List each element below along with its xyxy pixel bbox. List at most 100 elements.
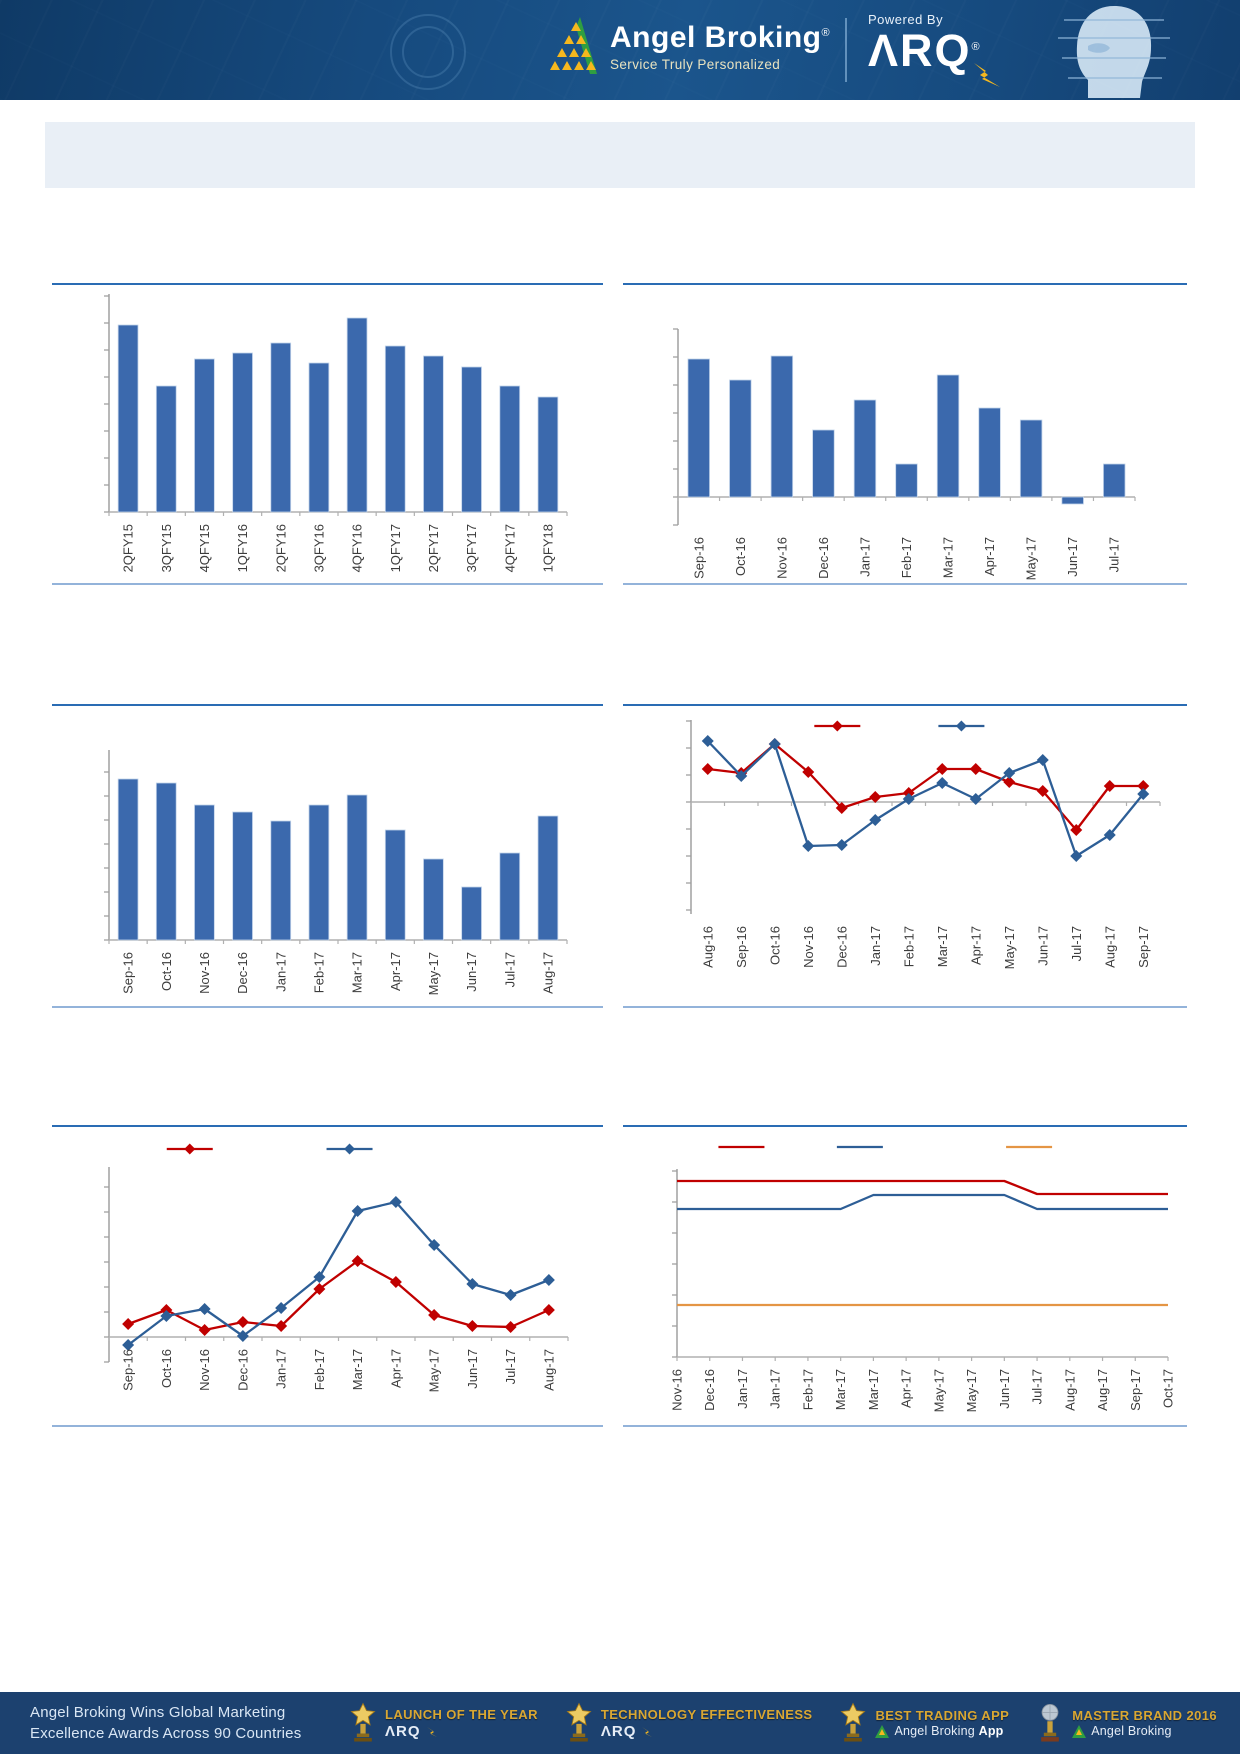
x-axis-label: Jan-17 xyxy=(735,1369,750,1409)
x-axis-label: Aug-17 xyxy=(1062,1369,1077,1411)
x-axis-label: Dec-16 xyxy=(235,952,250,994)
bar xyxy=(499,385,521,513)
bar xyxy=(232,352,253,513)
x-axis-label: 1QFY16 xyxy=(235,524,250,572)
bar xyxy=(270,342,292,513)
blue-series-marker xyxy=(428,1239,441,1251)
award-item: TECHNOLOGY EFFECTIVENESS ΛRQ xyxy=(564,1700,813,1746)
arq-arrow-icon xyxy=(642,1726,653,1737)
x-axis-label: Jun-17 xyxy=(997,1369,1012,1409)
brand-tagline: Service Truly Personalized xyxy=(610,56,781,72)
chart-canvas: Sep-16 Oct-16 Nov-16 Dec-16 Jan-17 Feb-17 Mar-… xyxy=(104,1143,569,1392)
red-series-marker xyxy=(313,1283,326,1295)
x-axis-label: Dec-16 xyxy=(702,1369,717,1411)
x-axis-label: 1QFY17 xyxy=(388,524,403,572)
bar xyxy=(423,858,444,941)
blue-series-marker xyxy=(735,770,748,782)
x-axis-label: 1QFY18 xyxy=(540,524,555,572)
red-series-marker xyxy=(428,1309,441,1321)
red-series-marker xyxy=(275,1320,288,1332)
x-axis-label: 3QFY15 xyxy=(159,524,174,572)
chart-canvas: Sep-16 Oct-16 Nov-16 Dec-16 Jan-17 Feb-17 Mar-… xyxy=(673,328,1136,580)
bar xyxy=(194,358,215,513)
x-axis-label: Apr-17 xyxy=(388,1349,403,1388)
bar xyxy=(687,358,710,498)
chart-canvas: Sep-16 Oct-16 Nov-16 Dec-16 Jan-17 Feb-17 Mar-… xyxy=(104,750,568,995)
bar xyxy=(537,815,559,941)
trophy-icon xyxy=(840,1702,866,1742)
awards-strip: LAUNCH OF THE YEAR ΛRQ TECHNOLOGY EFFECT… xyxy=(348,1700,1217,1746)
bar xyxy=(1061,496,1084,505)
blue-series-marker xyxy=(969,793,982,805)
x-axis-label: 3QFY17 xyxy=(464,524,479,572)
x-axis-label: Apr-17 xyxy=(982,537,997,576)
bar xyxy=(770,355,794,498)
x-axis-label: Feb-17 xyxy=(899,537,914,578)
x-axis-label: Oct-16 xyxy=(159,952,174,991)
bar xyxy=(117,324,139,513)
x-axis-label: Jun-17 xyxy=(1065,537,1080,577)
red-series-marker xyxy=(936,763,949,775)
angel-broking-logo-icon xyxy=(550,17,597,74)
blue-series-marker xyxy=(389,1196,402,1208)
awards-footer: Angel Broking Wins Global Marketing Exce… xyxy=(0,1692,1240,1754)
registered-mark: ® xyxy=(971,41,982,53)
x-axis-label: 4QFY15 xyxy=(197,524,212,572)
award-subtitle: ΛRQ xyxy=(601,1724,813,1739)
blue-series-marker xyxy=(902,793,915,805)
x-axis-label: Aug-16 xyxy=(700,926,715,968)
x-axis-label: Jul-17 xyxy=(503,1349,518,1384)
x-axis-label: Sep-17 xyxy=(1136,926,1151,968)
arq-arrow-icon xyxy=(974,63,1000,87)
x-axis-label: May-17 xyxy=(1024,537,1039,580)
x-axis-label: Feb-17 xyxy=(312,1349,327,1390)
x-axis-label: 4QFY17 xyxy=(502,524,517,572)
bar xyxy=(423,355,444,513)
award-item: BEST TRADING APP Angel Broking App xyxy=(838,1700,1009,1746)
x-axis-label: May-17 xyxy=(931,1369,946,1412)
x-axis-label: Aug-17 xyxy=(1102,926,1117,968)
award-title: MASTER BRAND 2016 xyxy=(1072,1708,1218,1723)
x-axis-label: Jan-17 xyxy=(273,952,288,992)
chart-dual-line-2: Sep-16 Oct-16 Nov-16 Dec-16 Jan-17 Feb-17 Mar-… xyxy=(52,1125,603,1427)
blue-series-marker xyxy=(1036,754,1049,766)
award-subtitle: Angel Broking App xyxy=(875,1725,1009,1738)
bar xyxy=(1019,419,1043,498)
award-title: TECHNOLOGY EFFECTIVENESS xyxy=(600,1707,813,1722)
x-axis-label: Dec-16 xyxy=(235,1349,250,1391)
x-axis-label: Sep-16 xyxy=(121,1349,136,1391)
blue-series-marker xyxy=(1103,829,1116,841)
bar xyxy=(232,811,253,941)
globe-trophy-icon xyxy=(1041,1704,1060,1742)
red-series-marker xyxy=(542,1304,555,1316)
legend-marker xyxy=(955,720,967,732)
bar xyxy=(812,429,835,498)
x-axis-label: Nov-16 xyxy=(197,1349,212,1391)
chart-quarterly-bar: 2QFY15 3QFY15 4QFY15 1QFY16 2QFY16 3QFY16 4QFY… xyxy=(52,283,603,585)
x-axis-label: Feb-17 xyxy=(311,952,326,993)
bar xyxy=(461,366,482,513)
red-series-marker xyxy=(1036,785,1049,797)
x-axis-label: Sep-17 xyxy=(1128,1369,1143,1411)
award-subtitle: ΛRQ xyxy=(385,1724,538,1739)
x-axis-label: Jul-17 xyxy=(1030,1369,1045,1404)
blue-series-marker xyxy=(351,1205,364,1217)
x-axis-label: Jul-17 xyxy=(1069,926,1084,961)
red-series-marker xyxy=(504,1321,517,1333)
brand-name: Angel Broking® xyxy=(610,21,831,55)
trophy-icon xyxy=(566,1702,592,1742)
arq-block: Powered By ΛRQ® xyxy=(868,12,1000,87)
blue-series-marker xyxy=(313,1271,326,1283)
blue-series-marker xyxy=(542,1274,555,1286)
bar xyxy=(270,820,292,941)
red-series-marker xyxy=(869,791,882,803)
red-series-marker xyxy=(835,802,848,814)
award-item: MASTER BRAND 2016 Angel Broking xyxy=(1035,1700,1217,1746)
chart-triple-line: Nov-16 Dec-16 Jan-17 Jan-17 Feb-17 Mar-17 Mar-… xyxy=(623,1125,1187,1427)
x-axis-label: Mar-17 xyxy=(833,1369,848,1410)
x-axis-label: May-17 xyxy=(964,1369,979,1412)
x-axis-label: 2QFY15 xyxy=(121,524,136,572)
red-series-marker xyxy=(701,763,714,775)
circuit-texture xyxy=(0,0,1240,100)
blue-series-marker xyxy=(1070,850,1083,862)
